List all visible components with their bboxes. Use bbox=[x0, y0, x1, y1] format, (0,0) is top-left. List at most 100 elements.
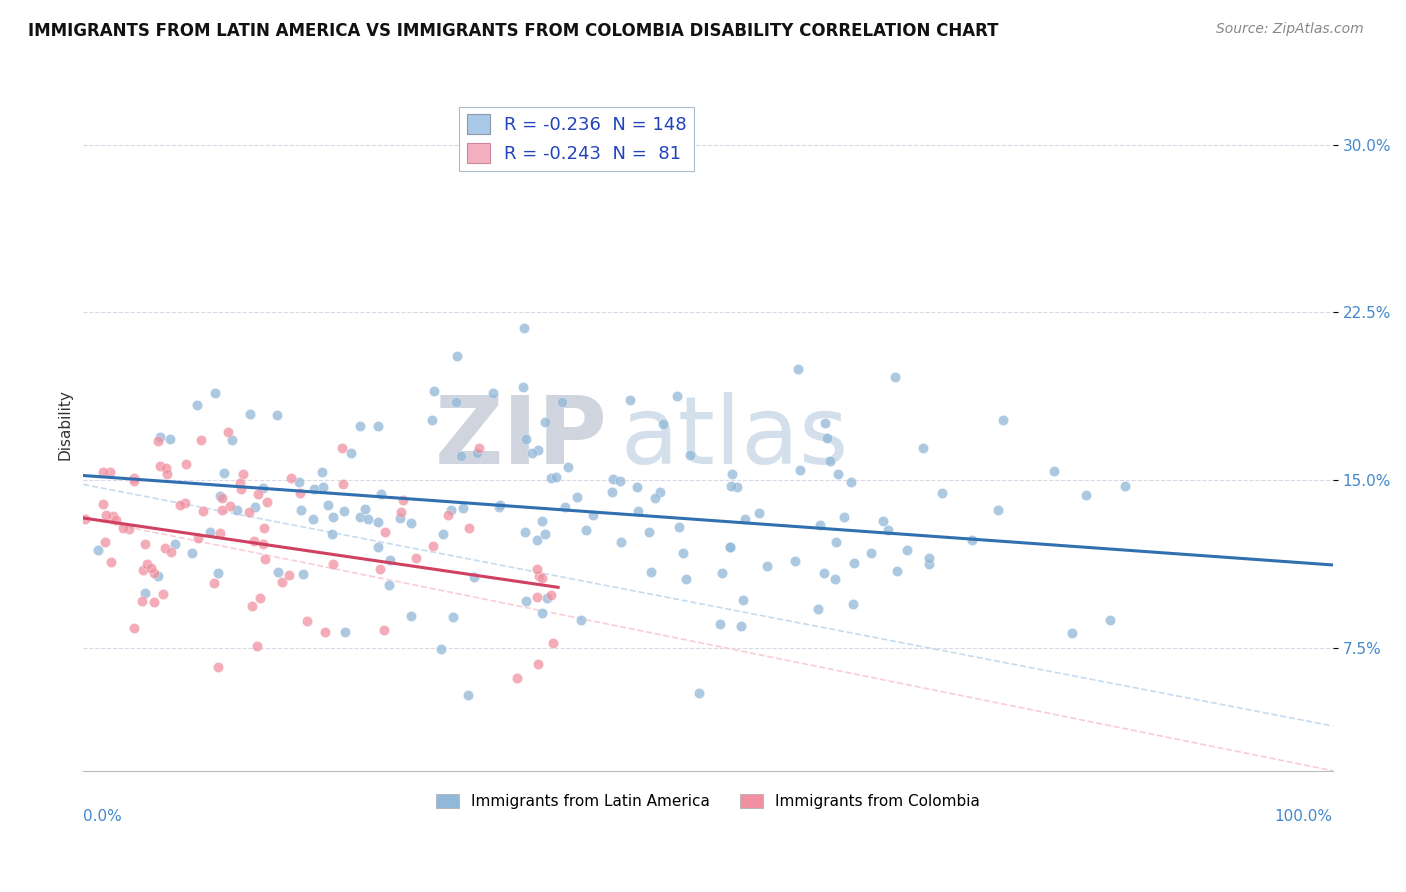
Point bbox=[266, 409, 288, 423]
Point bbox=[422, 539, 444, 553]
Point bbox=[238, 504, 260, 518]
Point bbox=[135, 558, 157, 572]
Point bbox=[541, 636, 564, 650]
Point bbox=[918, 557, 941, 571]
Point bbox=[332, 477, 354, 491]
Point bbox=[834, 510, 856, 524]
Text: atlas: atlas bbox=[620, 392, 849, 484]
Legend: R = -0.236  N = 148, R = -0.243  N =  81: R = -0.236 N = 148, R = -0.243 N = 81 bbox=[460, 107, 695, 170]
Point bbox=[314, 625, 336, 640]
Point bbox=[267, 565, 290, 579]
Point bbox=[330, 441, 353, 455]
Point bbox=[399, 516, 422, 530]
Point bbox=[143, 594, 166, 608]
Point bbox=[860, 546, 883, 560]
Point bbox=[531, 514, 554, 528]
Point bbox=[134, 585, 156, 599]
Point bbox=[221, 433, 243, 447]
Point bbox=[896, 543, 918, 558]
Point bbox=[124, 470, 146, 484]
Point bbox=[333, 503, 356, 517]
Point bbox=[527, 442, 550, 457]
Point bbox=[444, 395, 467, 409]
Point bbox=[232, 467, 254, 482]
Point bbox=[540, 471, 562, 485]
Point bbox=[302, 512, 325, 526]
Point bbox=[349, 510, 371, 524]
Point bbox=[389, 511, 412, 525]
Point bbox=[252, 481, 274, 495]
Point bbox=[73, 512, 96, 526]
Point bbox=[160, 544, 183, 558]
Point bbox=[877, 524, 900, 538]
Point bbox=[718, 540, 741, 554]
Point bbox=[181, 546, 204, 560]
Point bbox=[246, 639, 269, 653]
Point bbox=[367, 419, 389, 434]
Point bbox=[430, 641, 453, 656]
Point bbox=[513, 525, 536, 540]
Point bbox=[146, 434, 169, 448]
Point bbox=[243, 500, 266, 515]
Point bbox=[229, 475, 252, 490]
Point bbox=[1099, 614, 1122, 628]
Point bbox=[256, 494, 278, 508]
Point bbox=[446, 349, 468, 363]
Point bbox=[432, 527, 454, 541]
Point bbox=[149, 458, 172, 473]
Point bbox=[824, 534, 846, 549]
Point bbox=[814, 416, 837, 430]
Point bbox=[153, 541, 176, 556]
Point bbox=[247, 486, 270, 500]
Point bbox=[883, 369, 905, 384]
Point bbox=[217, 425, 239, 440]
Point bbox=[554, 500, 576, 514]
Point bbox=[253, 521, 276, 535]
Point bbox=[122, 621, 145, 635]
Point bbox=[436, 508, 458, 522]
Point bbox=[720, 479, 742, 493]
Point bbox=[872, 514, 894, 528]
Point bbox=[173, 496, 195, 510]
Point bbox=[207, 566, 229, 581]
Point bbox=[602, 472, 624, 486]
Point bbox=[423, 384, 446, 398]
Point bbox=[534, 415, 557, 429]
Point bbox=[368, 562, 391, 576]
Point bbox=[131, 593, 153, 607]
Point bbox=[149, 430, 172, 444]
Point bbox=[318, 498, 340, 512]
Point bbox=[101, 509, 124, 524]
Point bbox=[505, 671, 527, 685]
Point bbox=[98, 465, 121, 479]
Point bbox=[457, 688, 479, 702]
Point bbox=[302, 482, 325, 496]
Point bbox=[311, 480, 333, 494]
Point bbox=[527, 657, 550, 671]
Point bbox=[270, 575, 292, 590]
Point bbox=[1060, 626, 1083, 640]
Point bbox=[610, 535, 633, 549]
Point bbox=[354, 502, 377, 516]
Point bbox=[159, 432, 181, 446]
Text: 0.0%: 0.0% bbox=[83, 809, 122, 824]
Point bbox=[186, 398, 208, 412]
Point bbox=[839, 475, 862, 489]
Text: Source: ZipAtlas.com: Source: ZipAtlas.com bbox=[1216, 22, 1364, 37]
Point bbox=[190, 434, 212, 448]
Point bbox=[734, 512, 756, 526]
Point bbox=[322, 510, 344, 524]
Point bbox=[756, 559, 779, 574]
Point bbox=[557, 459, 579, 474]
Point bbox=[488, 500, 510, 514]
Point bbox=[392, 493, 415, 508]
Point bbox=[482, 385, 505, 400]
Point bbox=[451, 500, 474, 515]
Point bbox=[339, 446, 361, 460]
Point bbox=[1043, 464, 1066, 478]
Point bbox=[530, 571, 553, 585]
Y-axis label: Disability: Disability bbox=[58, 389, 72, 459]
Point bbox=[212, 467, 235, 481]
Point bbox=[536, 591, 558, 606]
Point bbox=[665, 389, 688, 403]
